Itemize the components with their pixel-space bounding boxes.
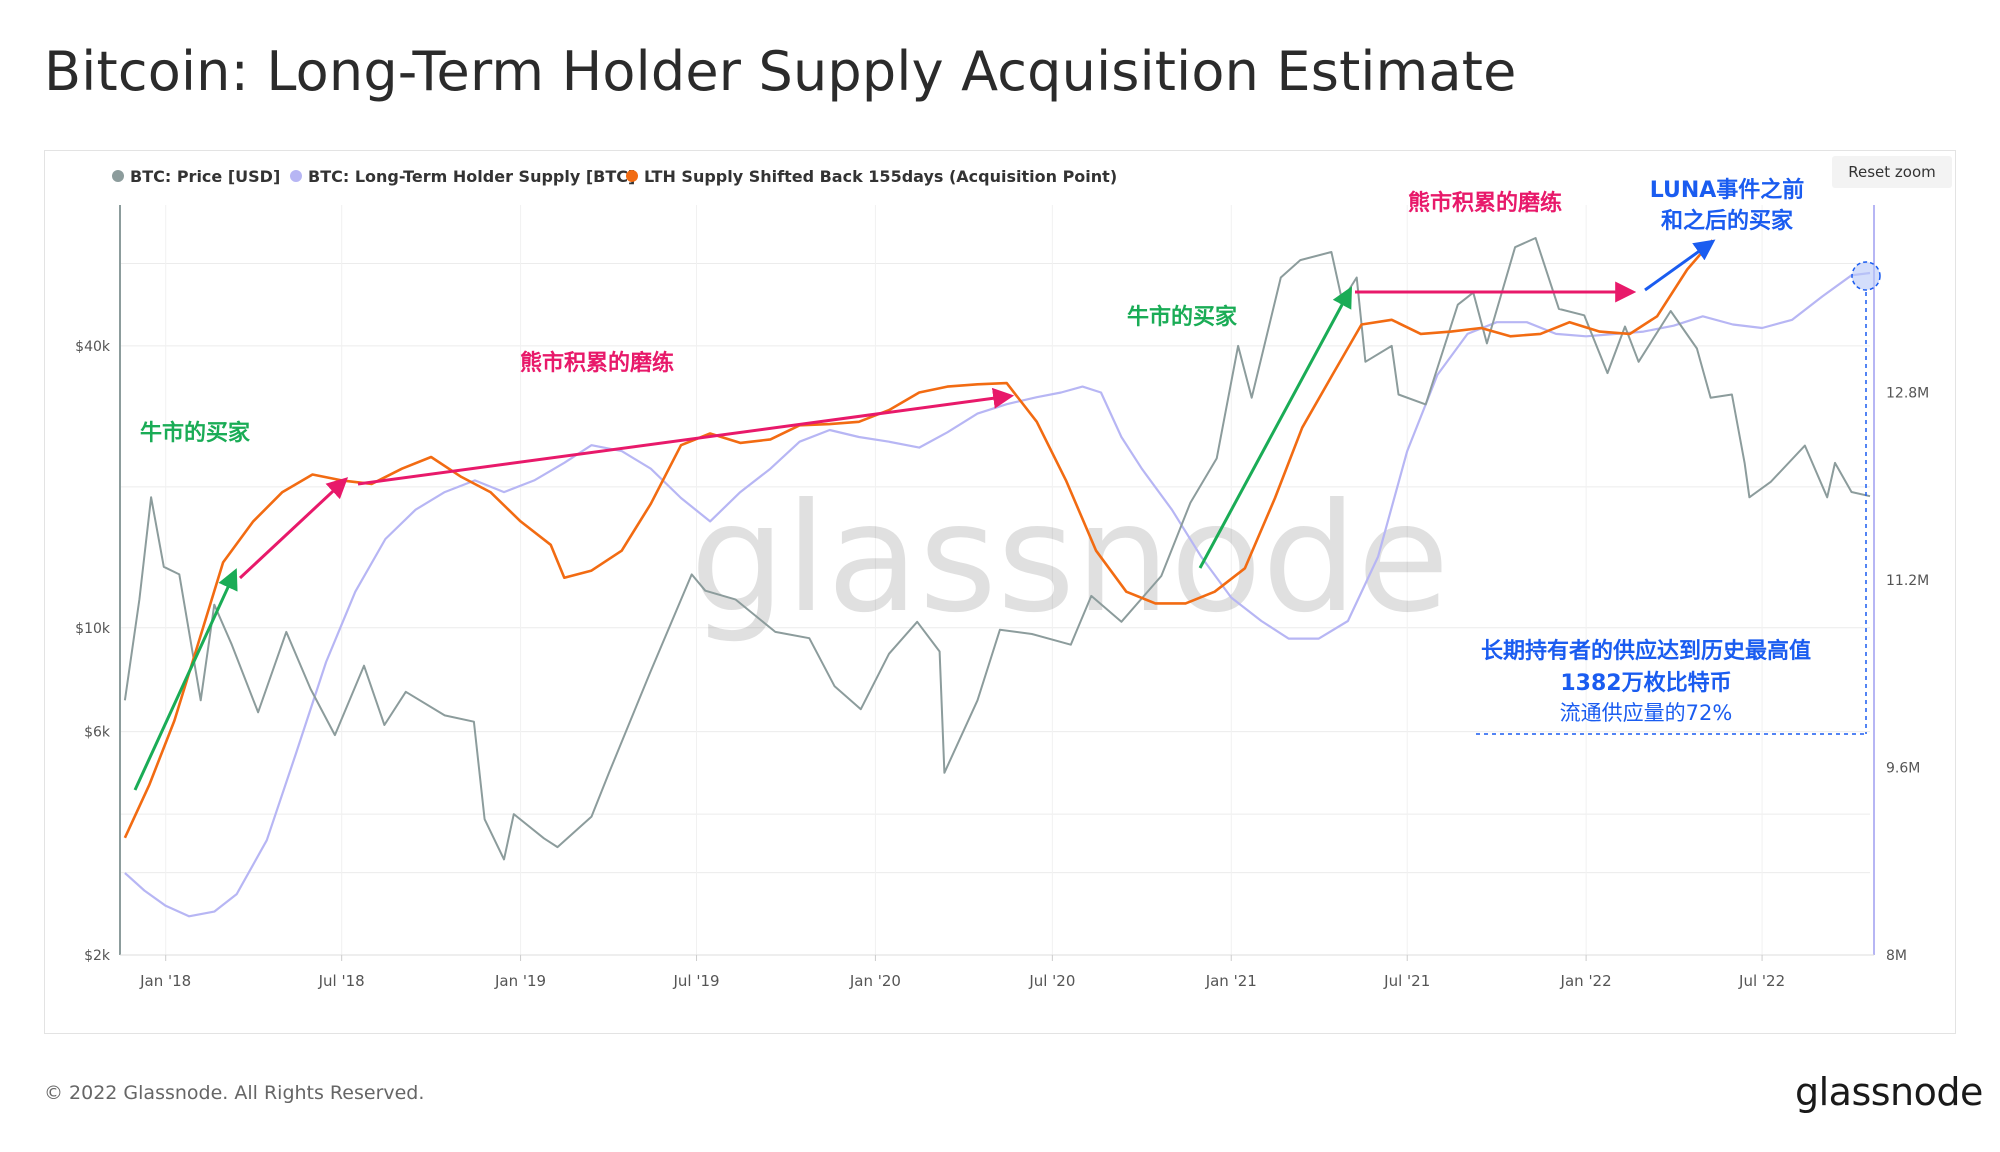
legend-entry: LTH Supply Shifted Back 155days (Acquisi… bbox=[644, 167, 1117, 186]
annotations bbox=[133, 239, 1881, 791]
y-left-tick-label: $40k bbox=[75, 339, 111, 355]
legend-swatch bbox=[112, 170, 124, 182]
annotation-bear-accum-2: 熊市积累的磨练 bbox=[1408, 190, 1562, 216]
x-tick-label: Jul '19 bbox=[672, 972, 719, 990]
chart-frame bbox=[44, 150, 1956, 1034]
footer-logo: glassnode bbox=[1795, 1070, 1983, 1114]
x-tick-label: Jul '20 bbox=[1028, 972, 1075, 990]
watermark: glassnode bbox=[690, 472, 1449, 646]
x-tick-label: Jul '22 bbox=[1738, 972, 1785, 990]
arrow-bear-1 bbox=[357, 387, 1015, 486]
legend-swatch bbox=[290, 170, 302, 182]
y-right-tick-label: 8M bbox=[1886, 948, 1907, 964]
annotation-luna-line1: LUNA事件之前 bbox=[1650, 177, 1805, 203]
y-axis-ticks: $2k $6k $10k $40k 8M 9.6M 11.2M 12.8M bbox=[75, 339, 1929, 964]
grid-lines bbox=[120, 205, 1870, 955]
y-right-tick-label: 12.8M bbox=[1886, 386, 1929, 402]
x-tick-label: Jul '18 bbox=[318, 972, 365, 990]
axes bbox=[119, 205, 1875, 956]
y-right-tick-label: 11.2M bbox=[1886, 573, 1929, 589]
arrow-bull-1-continue bbox=[238, 477, 349, 580]
y-left-tick-label: $10k bbox=[75, 621, 111, 637]
legend: BTC: Price [USD] BTC: Long-Term Holder Su… bbox=[112, 167, 1117, 186]
x-tick-label: Jan '22 bbox=[1560, 972, 1612, 990]
annotation-ath-line2: 1382万枚比特币 bbox=[1560, 670, 1731, 696]
x-axis-ticks: Jan '18 Jul '18 Jan '19 Jul '19 Jan '20 Jul '… bbox=[139, 955, 1785, 990]
series-line-price bbox=[123, 237, 1871, 861]
arrow-bull-2 bbox=[1198, 286, 1352, 569]
x-tick-label: Jan '19 bbox=[494, 972, 546, 990]
annotation-bear-accum-1: 熊市积累的磨练 bbox=[520, 350, 674, 376]
ath-marker bbox=[1851, 261, 1881, 291]
arrow-bull-1 bbox=[133, 568, 238, 791]
arrow-luna bbox=[1644, 239, 1716, 292]
x-tick-label: Jan '20 bbox=[849, 972, 901, 990]
legend-entry: BTC: Price [USD] bbox=[130, 167, 280, 186]
annotation-bull-buyers-2: 牛市的买家 bbox=[1127, 304, 1238, 330]
footer-copyright: © 2022 Glassnode. All Rights Reserved. bbox=[44, 1082, 425, 1104]
legend-swatch bbox=[626, 170, 638, 182]
y-left-tick-label: $2k bbox=[84, 948, 111, 964]
legend-entry: BTC: Long-Term Holder Supply [BTC] bbox=[308, 167, 635, 186]
x-tick-label: Jan '21 bbox=[1205, 972, 1257, 990]
annotation-ath-line3: 流通供应量的72% bbox=[1560, 701, 1733, 725]
page-title: Bitcoin: Long-Term Holder Supply Acquisi… bbox=[44, 40, 1517, 103]
y-left-tick-label: $6k bbox=[84, 725, 111, 741]
y-right-tick-label: 9.6M bbox=[1886, 761, 1920, 777]
x-tick-label: Jan '18 bbox=[139, 972, 191, 990]
reset-zoom-button[interactable]: Reset zoom bbox=[1832, 156, 1952, 188]
annotation-ath-line1: 长期持有者的供应达到历史最高值 bbox=[1481, 638, 1811, 664]
x-tick-label: Jul '21 bbox=[1383, 972, 1430, 990]
annotation-bull-buyers-1: 牛市的买家 bbox=[140, 420, 251, 446]
annotation-luna-line2: 和之后的买家 bbox=[1661, 208, 1794, 234]
